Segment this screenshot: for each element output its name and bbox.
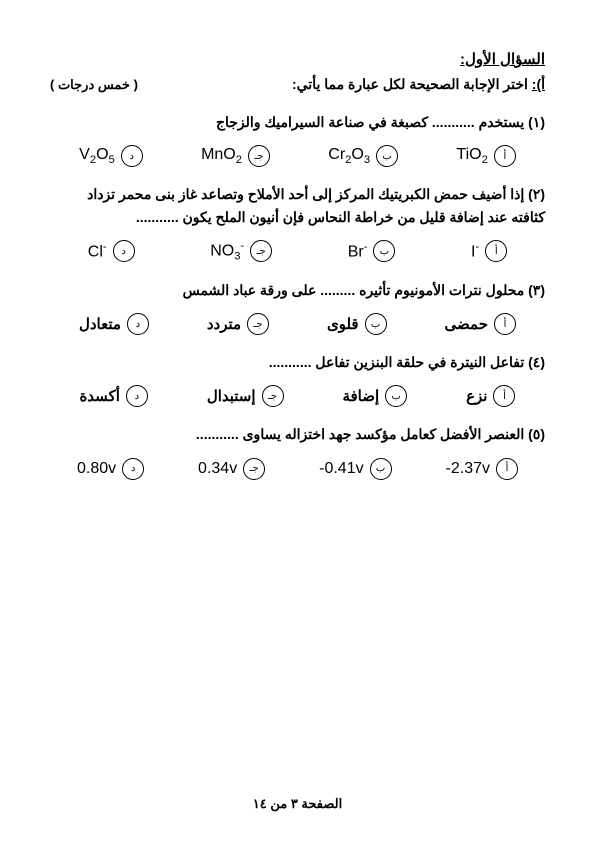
- question-block: (١) يستخدم ........... كصبغة في صناعة ال…: [50, 111, 545, 167]
- option[interactable]: 0.80v د: [77, 458, 144, 480]
- option-label: TiO2: [456, 146, 487, 166]
- option-label: NO3-: [210, 240, 244, 263]
- option-label: Cl-: [88, 241, 107, 261]
- option-label: أكسدة: [79, 387, 119, 405]
- option-letter-circle: أ: [485, 240, 507, 262]
- question-block: (٤) تفاعل النيترة في حلقة البنزين تفاعل …: [50, 351, 545, 407]
- questions-container: (١) يستخدم ........... كصبغة في صناعة ال…: [50, 111, 545, 480]
- option[interactable]: إستبدال جـ: [207, 385, 284, 407]
- option-label: -2.37v: [446, 460, 490, 478]
- question-text: (٥) العنصر الأفضل كعامل مؤكسد جهد اختزال…: [50, 423, 545, 445]
- option[interactable]: V2O5 د: [79, 145, 143, 167]
- question-text: (٤) تفاعل النيترة في حلقة البنزين تفاعل …: [50, 351, 545, 373]
- option-label: Br-: [348, 241, 368, 261]
- option-label: 0.80v: [77, 460, 116, 478]
- option-label: متعادل: [79, 315, 121, 333]
- option-letter-circle: د: [113, 240, 135, 262]
- option[interactable]: قلوى ب: [327, 313, 387, 335]
- option-label: نزع: [466, 387, 487, 405]
- option-letter-circle: أ: [494, 313, 516, 335]
- option-letter-circle: جـ: [262, 385, 284, 407]
- option[interactable]: -0.41v ب: [319, 458, 391, 480]
- options-row: -2.37v أ -0.41v ب 0.34v جـ 0.80v د: [50, 458, 545, 480]
- option-letter-circle: ب: [370, 458, 392, 480]
- option[interactable]: Cl- د: [88, 240, 135, 262]
- question-text: (٣) محلول نترات الأمونيوم تأثيره .......…: [50, 279, 545, 301]
- option[interactable]: إضافة ب: [342, 385, 407, 407]
- option-label: حمضى: [445, 315, 488, 333]
- instruction-row: أ): اختر الإجابة الصحيحة لكل عبارة مما ي…: [50, 76, 545, 93]
- option[interactable]: TiO2 أ: [456, 145, 515, 167]
- option-letter-circle: أ: [496, 458, 518, 480]
- option-label: قلوى: [327, 315, 359, 333]
- option-label: Cr2O3: [328, 146, 370, 166]
- option-letter-circle: د: [122, 458, 144, 480]
- option-letter-circle: جـ: [247, 313, 269, 335]
- page-footer: الصفحة ٣ من ١٤: [50, 796, 545, 812]
- option-label: إستبدال: [207, 387, 256, 405]
- question-block: (٥) العنصر الأفضل كعامل مؤكسد جهد اختزال…: [50, 423, 545, 479]
- option-letter-circle: أ: [494, 145, 516, 167]
- option-label: -0.41v: [319, 460, 363, 478]
- question-block: (٢) إذا أضيف حمض الكبريتيك المركز إلى أح…: [50, 183, 545, 262]
- option-letter-circle: ب: [365, 313, 387, 335]
- option[interactable]: Cr2O3 ب: [328, 145, 398, 167]
- question-block: (٣) محلول نترات الأمونيوم تأثيره .......…: [50, 279, 545, 335]
- option-letter-circle: د: [121, 145, 143, 167]
- options-row: حمضى أ قلوى ب متردد جـ متعادل د: [50, 313, 545, 335]
- option[interactable]: متعادل د: [79, 313, 149, 335]
- option[interactable]: NO3- جـ: [210, 240, 272, 263]
- option[interactable]: Br-ب: [348, 240, 396, 262]
- option[interactable]: حمضى أ: [445, 313, 516, 335]
- option-label: 0.34v: [198, 460, 237, 478]
- section-title: السؤال الأول:: [50, 50, 545, 68]
- option-letter-circle: جـ: [248, 145, 270, 167]
- options-row: نزع أ إضافة ب إستبدال جـ أكسدة د: [50, 385, 545, 407]
- option-label: I-: [471, 241, 479, 261]
- option-label: إضافة: [342, 387, 379, 405]
- option-letter-circle: أ: [493, 385, 515, 407]
- option-letter-circle: ب: [373, 240, 395, 262]
- options-row: TiO2 أ Cr2O3 ب MnO2 جـ V2O5 د: [50, 145, 545, 167]
- options-row: I- أ Br-ب NO3- جـ Cl- د: [50, 240, 545, 263]
- option[interactable]: أكسدة د: [79, 385, 147, 407]
- question-text: (١) يستخدم ........... كصبغة في صناعة ال…: [50, 111, 545, 133]
- option-letter-circle: جـ: [250, 240, 272, 262]
- option[interactable]: 0.34v جـ: [198, 458, 265, 480]
- option[interactable]: -2.37v أ: [446, 458, 518, 480]
- option-letter-circle: د: [126, 385, 148, 407]
- option-label: MnO2: [201, 146, 242, 166]
- option[interactable]: MnO2 جـ: [201, 145, 270, 167]
- option[interactable]: نزع أ: [466, 385, 515, 407]
- instruction-text: أ): اختر الإجابة الصحيحة لكل عبارة مما ي…: [292, 76, 545, 93]
- option[interactable]: متردد جـ: [207, 313, 269, 335]
- question-text: (٢) إذا أضيف حمض الكبريتيك المركز إلى أح…: [50, 183, 545, 228]
- option-letter-circle: جـ: [243, 458, 265, 480]
- option-letter-circle: ب: [385, 385, 407, 407]
- option-label: متردد: [207, 315, 241, 333]
- instruction-body: اختر الإجابة الصحيحة لكل عبارة مما يأتي:: [292, 76, 528, 92]
- option-letter-circle: د: [127, 313, 149, 335]
- marks-label: ( خمس درجات ): [50, 77, 138, 93]
- option[interactable]: I- أ: [471, 240, 507, 262]
- option-letter-circle: ب: [376, 145, 398, 167]
- option-label: V2O5: [79, 146, 115, 166]
- instruction-prefix: أ):: [532, 76, 545, 92]
